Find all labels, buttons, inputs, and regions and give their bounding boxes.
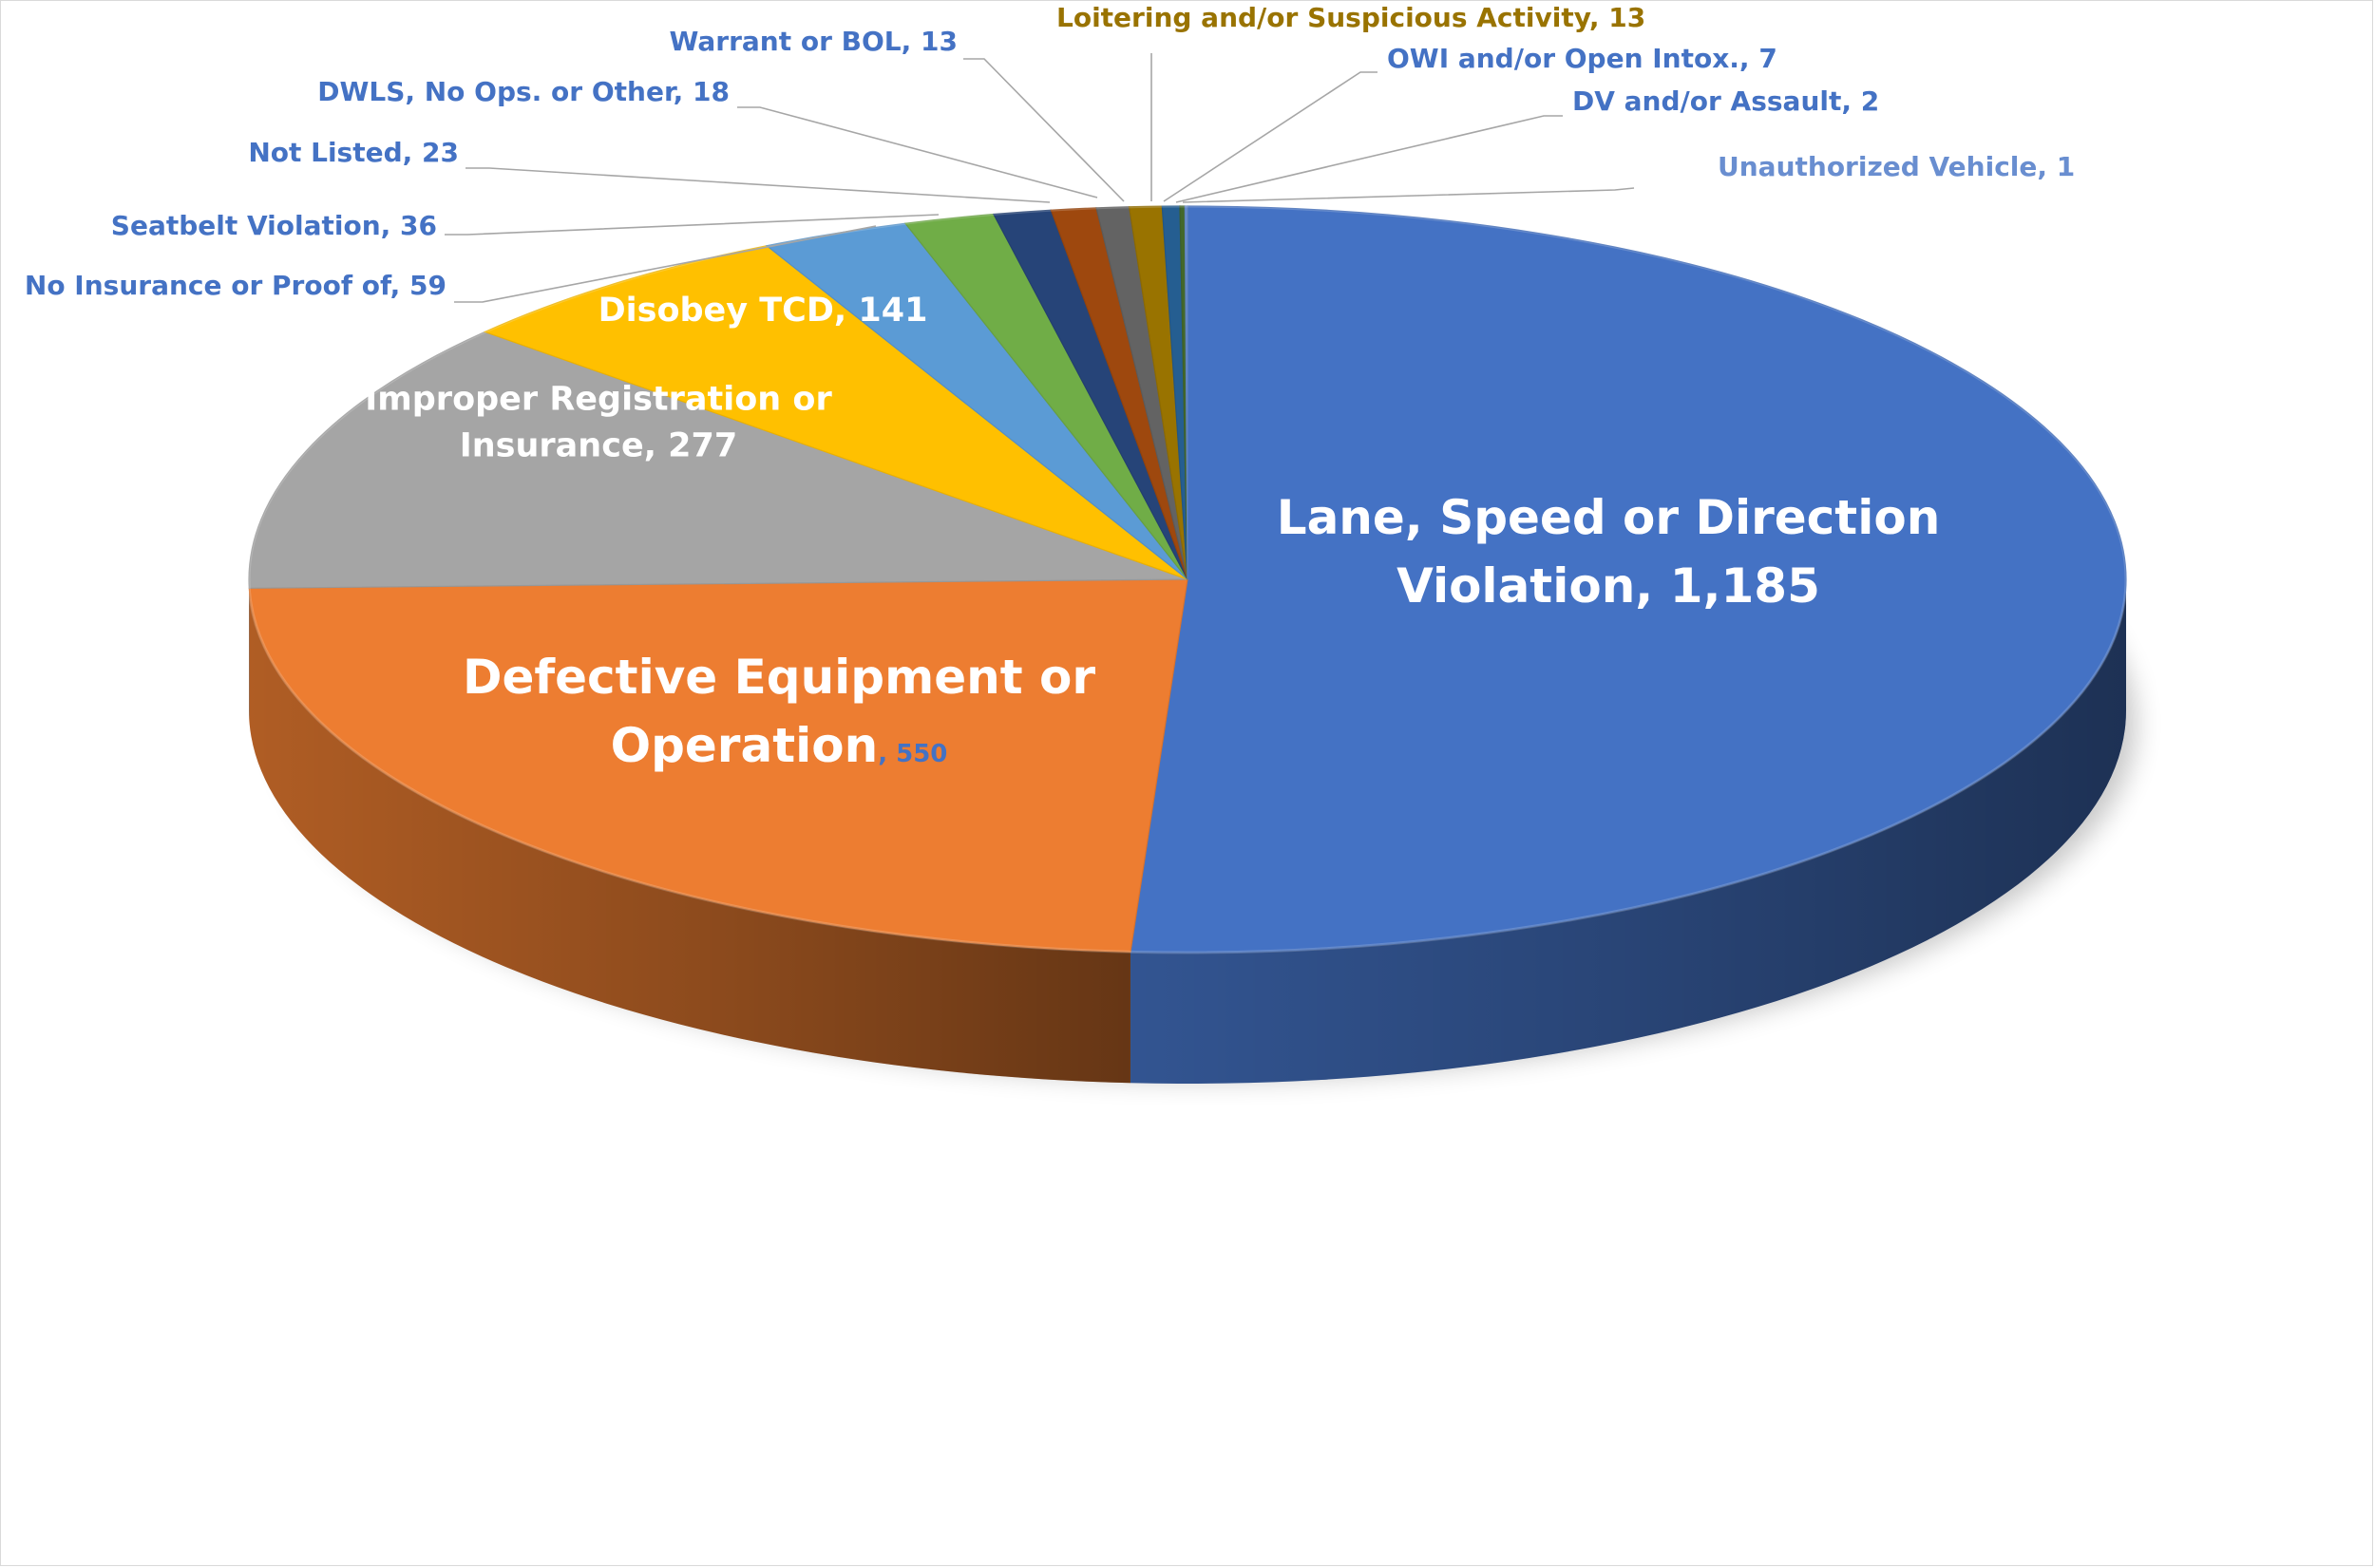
pie-slice-12[interactable] (1184, 205, 1188, 580)
pie-slice-2[interactable] (248, 331, 1188, 589)
slice-label-4: No Insurance or Proof of, 59 (25, 270, 446, 301)
slice-label-3: Disobey TCD, 141 (598, 292, 928, 330)
leader-line-7 (737, 106, 1098, 198)
slice-label-11: DV and/or Assault, 2 (1572, 85, 1879, 117)
slice-label-0: Lane, Speed or Direction Violation, 1,185 (1277, 490, 1941, 614)
slice-label-7: DWLS, No Ops. or Other, 18 (317, 76, 730, 107)
pie-slice-0[interactable] (1130, 205, 2127, 954)
leader-line-12 (1182, 187, 1635, 203)
leader-line-6 (466, 167, 1051, 203)
pie-slice-3[interactable] (483, 245, 1188, 580)
pie-rim (247, 204, 2128, 954)
leader-line-11 (1175, 115, 1563, 203)
leader-line-8 (963, 58, 1125, 202)
slice-label-6: Not Listed, 23 (248, 137, 459, 168)
slice-label-2: Improper Registration or Insurance, 277 (365, 381, 832, 465)
pie-side-shade-0 (1130, 579, 2126, 1084)
slice-label-8: Warrant or BOL, 13 (670, 26, 959, 57)
slice-label-10: OWI and/or Open Intox., 7 (1387, 43, 1777, 74)
slice-label-1: Defective Equipment or Operation, 550 (463, 650, 1095, 773)
pie-slice-1[interactable] (248, 578, 1188, 953)
slice-label-5: Seatbelt Violation, 36 (111, 210, 437, 241)
slice-label-9: Loitering and/or Suspicious Activity, 13 (1056, 2, 1645, 33)
slice-label-12: Unauthorized Vehicle, 1 (1718, 151, 2075, 182)
leader-line-5 (445, 214, 940, 236)
leader-line-4 (454, 225, 877, 303)
leader-line-10 (1163, 71, 1378, 202)
pie-side-shade-1 (249, 588, 1130, 1084)
